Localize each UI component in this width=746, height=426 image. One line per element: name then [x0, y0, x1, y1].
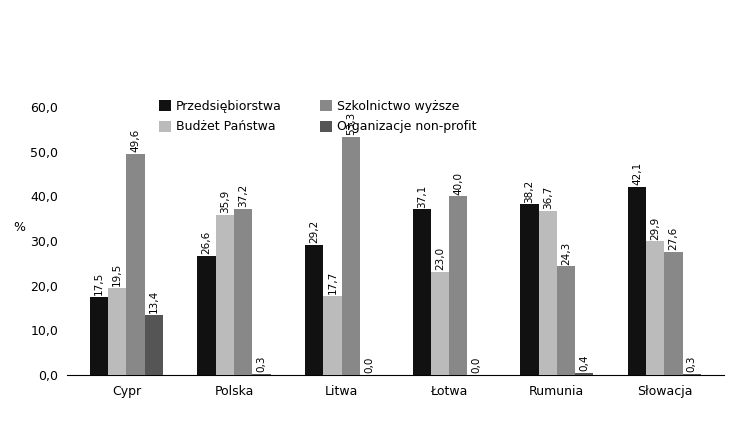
Text: 23,0: 23,0: [435, 248, 445, 271]
Text: 0,0: 0,0: [471, 357, 482, 373]
Bar: [683, 374, 701, 375]
Text: 49,6: 49,6: [131, 129, 140, 152]
Bar: [413, 209, 431, 375]
Bar: [126, 153, 145, 375]
Bar: [449, 196, 468, 375]
Bar: [342, 137, 360, 375]
Bar: [557, 266, 575, 375]
Text: 24,3: 24,3: [561, 242, 571, 265]
Text: 19,5: 19,5: [112, 263, 122, 286]
Legend: Przedsiębiorstwa, Budżet Państwa, Szkolnictwo wyższe, Organizacje non-profit: Przedsiębiorstwa, Budżet Państwa, Szkoln…: [159, 100, 477, 133]
Text: 0,3: 0,3: [687, 355, 697, 372]
Text: 36,7: 36,7: [542, 186, 553, 209]
Bar: [665, 252, 683, 375]
Text: 37,1: 37,1: [417, 184, 427, 207]
Text: 17,7: 17,7: [327, 271, 337, 294]
Text: 26,6: 26,6: [201, 231, 212, 254]
Text: 27,6: 27,6: [668, 227, 679, 250]
Bar: [646, 242, 665, 375]
Bar: [520, 204, 539, 375]
Bar: [198, 256, 216, 375]
Text: 35,9: 35,9: [220, 190, 230, 213]
Bar: [305, 245, 323, 375]
Text: 29,9: 29,9: [651, 216, 660, 240]
Bar: [234, 209, 252, 375]
Y-axis label: %: %: [13, 221, 25, 234]
Bar: [431, 272, 449, 375]
Text: 37,2: 37,2: [238, 184, 248, 207]
Bar: [216, 215, 234, 375]
Text: 42,1: 42,1: [632, 162, 642, 185]
Text: 0,4: 0,4: [579, 355, 589, 371]
Bar: [539, 211, 557, 375]
Bar: [90, 297, 108, 375]
Bar: [628, 187, 646, 375]
Bar: [575, 373, 593, 375]
Text: 0,3: 0,3: [257, 355, 266, 372]
Text: 40,0: 40,0: [454, 172, 463, 195]
Text: 29,2: 29,2: [309, 219, 319, 243]
Bar: [323, 296, 342, 375]
Text: 13,4: 13,4: [148, 290, 159, 313]
Bar: [252, 374, 271, 375]
Bar: [145, 315, 163, 375]
Text: 0,0: 0,0: [364, 357, 374, 373]
Text: 53,3: 53,3: [345, 112, 356, 135]
Bar: [108, 288, 126, 375]
Text: 17,5: 17,5: [94, 272, 104, 295]
Text: 38,2: 38,2: [524, 179, 534, 203]
